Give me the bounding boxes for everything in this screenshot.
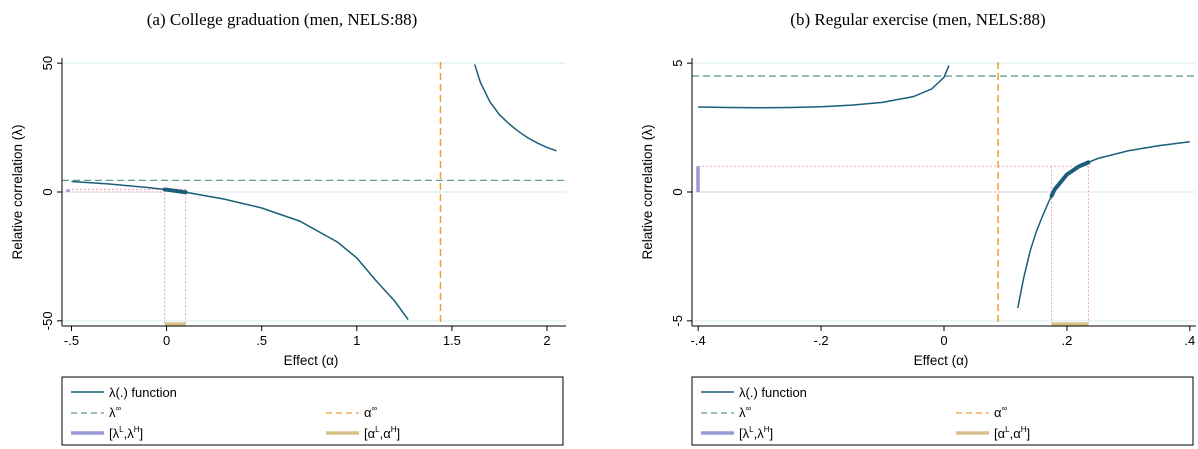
- panel-a-lambda-curve-segment: [71, 180, 409, 321]
- legend-label-alpha-inf: α∞: [364, 404, 378, 420]
- panel-a-x-tick-label: 1: [353, 333, 360, 348]
- panel-a-xlabel: Effect (α): [284, 353, 339, 368]
- legend-box: [61, 376, 564, 446]
- panel-b-x-tick-label: .4: [1184, 333, 1195, 348]
- legend-box: [691, 376, 1194, 446]
- panel-a-y-tick-label: 50: [40, 56, 55, 70]
- panel-b-legend: λ(.) function λ∞ α∞ [λL,λH] [αL,αH]: [691, 376, 1194, 446]
- panel-a-plot: -.5 0 .5 1 1.5 2 50 0 -50: [40, 56, 566, 348]
- panel-b-plot-area: [692, 62, 1196, 326]
- panel-a-x-tick-label: 0: [163, 333, 170, 348]
- panel-a-legend: λ(.) function λ∞ α∞ [λL,λH] [αL,αH]: [61, 376, 564, 446]
- legend-label-alpha-inf: α∞: [994, 404, 1008, 420]
- panel-a-y-tick-label: 0: [40, 188, 55, 195]
- panel-b-x-tick-label: -.2: [813, 333, 828, 348]
- panel-b-y-tick-label: -5: [670, 315, 685, 327]
- legend-label-curve: λ(.) function: [109, 385, 177, 400]
- panel-b-x-tick-label: .2: [1062, 333, 1073, 348]
- legend-label-alpha-interval: [αL,αH]: [994, 425, 1030, 441]
- panel-a-lambda-curve-identified: [162, 187, 188, 195]
- panel-a-ylabel: Relative correlation (λ): [10, 124, 25, 259]
- panel-b-y-tick-label: 5: [670, 60, 685, 67]
- panel-b-y-tick-label: 0: [670, 188, 685, 195]
- legend-label-lambda-interval: [λL,λH]: [739, 425, 773, 441]
- panel-a-lambda-curve-segment: [473, 64, 557, 152]
- panel-b-x-tick-label: -.4: [691, 333, 706, 348]
- panel-b-lambda-curve-segment: [698, 65, 950, 109]
- panel-a-y-tick-label: -50: [40, 311, 55, 330]
- panel-a: (a) College graduation (men, NELS:88) -.…: [10, 10, 566, 368]
- panel-b-xlabel: Effect (α): [914, 353, 969, 368]
- panel-b: (b) Regular exercise (men, NELS:88) -.4-…: [640, 10, 1196, 368]
- panel-b-title: (b) Regular exercise (men, NELS:88): [790, 10, 1045, 29]
- panel-a-plot-area: [62, 62, 566, 326]
- panel-a-x-tick-label: 2: [543, 333, 550, 348]
- legend-label-curve: λ(.) function: [739, 385, 807, 400]
- panel-a-x-tick-label: -.5: [64, 333, 79, 348]
- panel-a-x-tick-label: 1.5: [443, 333, 461, 348]
- panel-b-lambda-curve-identified: [1049, 160, 1091, 198]
- panel-a-title: (a) College graduation (men, NELS:88): [147, 10, 418, 29]
- legend-label-lambda-inf: λ∞: [109, 404, 122, 420]
- panel-b-x-tick-label: 0: [940, 333, 947, 348]
- legend-label-alpha-interval: [αL,αH]: [364, 425, 400, 441]
- legend-label-lambda-interval: [λL,λH]: [109, 425, 143, 441]
- panel-b-plot: -.4 -.2 0 .2 .4 5 0 -5: [670, 58, 1196, 348]
- panel-a-x-tick-label: .5: [256, 333, 267, 348]
- panel-b-ylabel: Relative correlation (λ): [640, 124, 655, 259]
- legend-label-lambda-inf: λ∞: [739, 404, 752, 420]
